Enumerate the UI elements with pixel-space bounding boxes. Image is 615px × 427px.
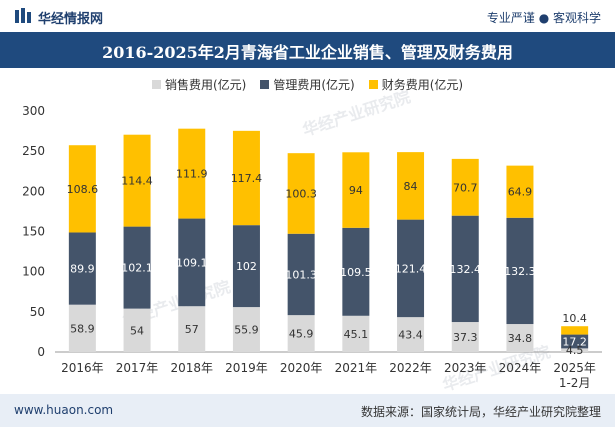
- legend-swatch-finance: [368, 80, 378, 89]
- label-management: 102.1: [121, 262, 153, 275]
- x-tick-label: 2016年: [61, 361, 104, 375]
- bar-finance: [68, 145, 96, 233]
- bar-management: [397, 219, 425, 318]
- label-sales: 4.5: [566, 344, 584, 357]
- bar-finance: [123, 134, 151, 227]
- y-tick-label: 0: [37, 345, 45, 359]
- legend-item-finance: 财务费用(亿元): [368, 76, 464, 93]
- y-tick-label: 100: [22, 265, 45, 279]
- x-tick-label: 2023年: [444, 361, 487, 375]
- label-sales: 45.1: [344, 328, 369, 341]
- legend-label-finance: 财务费用(亿元): [381, 78, 464, 92]
- bar-finance: [342, 152, 370, 228]
- legend-swatch-management: [260, 80, 270, 89]
- x-tick-label: 1-2月: [559, 376, 591, 390]
- bar-management: [287, 233, 315, 316]
- x-tick-label: 2019年: [225, 361, 268, 375]
- bar-management: [506, 217, 534, 325]
- label-sales: 55.9: [234, 324, 259, 337]
- label-management: 132.4: [450, 263, 482, 276]
- x-tick-label: 2021年: [335, 361, 378, 375]
- label-management: 132.3: [504, 265, 536, 278]
- bar-management: [561, 334, 589, 349]
- label-management: 109.1: [176, 256, 208, 269]
- brand-name: 华经情报网: [38, 12, 104, 27]
- bar-sales: [123, 308, 151, 352]
- x-tick-label: 2020年: [280, 361, 323, 375]
- legend-item-sales: 销售费用(亿元): [151, 76, 247, 93]
- slogan: 专业严谨 ● 客观科学: [486, 11, 601, 25]
- bar-finance: [506, 165, 534, 218]
- bar-management: [123, 226, 151, 309]
- label-management: 109.5: [340, 266, 372, 279]
- x-tick-label: 2022年: [389, 361, 432, 375]
- label-sales: 57: [185, 323, 199, 336]
- stacked-bar-chart: 0 50 100 150 200 250 300 58.9 89.9 108.6 2016年 54 10…: [22, 104, 602, 390]
- label-sales: 54: [130, 324, 144, 337]
- bar-management: [68, 232, 96, 305]
- bar-sales: [506, 324, 534, 352]
- bar-sales: [451, 322, 479, 352]
- bar-sales: [342, 315, 370, 352]
- label-finance: 117.4: [231, 172, 263, 185]
- footer-bar: www.huaon.com 数据来源：国家统计局，华经产业研究院整理: [0, 394, 615, 427]
- y-tick-label: 300: [22, 104, 45, 118]
- label-sales: 37.3: [453, 331, 478, 344]
- bar-management: [451, 215, 479, 323]
- label-sales: 45.9: [289, 328, 314, 341]
- label-finance: 10.4: [562, 312, 587, 325]
- label-management: 101.3: [285, 268, 317, 281]
- label-sales: 43.4: [398, 329, 423, 342]
- bar-sales: [561, 348, 589, 352]
- bar-sales: [287, 315, 315, 352]
- label-finance: 70.7: [453, 181, 478, 194]
- label-management: 102: [236, 260, 257, 273]
- bar-finance: [178, 128, 206, 219]
- bar-finance: [232, 130, 260, 226]
- bar-sales: [178, 306, 206, 352]
- label-sales: 58.9: [70, 322, 95, 335]
- y-tick-label: 150: [22, 225, 45, 239]
- x-tick-label: 2018年: [170, 361, 213, 375]
- x-tick-label: 2025年: [553, 361, 596, 375]
- label-finance: 84: [404, 180, 418, 193]
- x-tick-label: 2024年: [499, 361, 542, 375]
- top-bar: 华经情报网 专业严谨 ● 客观科学: [0, 0, 615, 32]
- chart-legend: 销售费用(亿元) 管理费用(亿元) 财务费用(亿元): [0, 76, 615, 93]
- label-management: 89.9: [70, 263, 95, 276]
- label-sales: 34.8: [508, 332, 533, 345]
- legend-label-management: 管理费用(亿元): [273, 78, 355, 92]
- chart-title: 2016-2025年2月青海省工业企业销售、管理及财务费用: [102, 43, 513, 62]
- data-source: 数据来源：国家统计局，华经产业研究院整理: [360, 405, 601, 419]
- y-tick-label: 200: [22, 184, 45, 198]
- bar-finance: [561, 326, 589, 335]
- x-tick-label: 2017年: [116, 361, 159, 375]
- legend-label-sales: 销售费用(亿元): [164, 78, 247, 92]
- y-tick-label: 50: [30, 305, 45, 319]
- label-finance: 111.9: [176, 168, 208, 181]
- legend-item-management: 管理费用(亿元): [260, 76, 355, 93]
- label-finance: 114.4: [121, 175, 153, 188]
- label-management: 17.2: [562, 335, 587, 348]
- bar-management: [342, 227, 370, 316]
- website-link[interactable]: www.huaon.com: [14, 403, 114, 417]
- label-finance: 108.6: [67, 183, 99, 196]
- bar-finance: [397, 152, 425, 220]
- label-finance: 94: [349, 184, 363, 197]
- bar-finance: [451, 158, 479, 216]
- title-bar: 2016-2025年2月青海省工业企业销售、管理及财务费用: [0, 32, 615, 68]
- label-management: 121.4: [395, 262, 427, 275]
- y-tick-label: 250: [22, 144, 45, 158]
- label-finance: 64.9: [508, 186, 533, 199]
- label-finance: 100.3: [285, 187, 317, 200]
- bar-management: [232, 225, 260, 308]
- bar-sales: [68, 304, 96, 352]
- legend-swatch-sales: [151, 80, 161, 89]
- bar-sales: [397, 317, 425, 352]
- logo-icon: [15, 8, 31, 23]
- bar-finance: [287, 153, 315, 234]
- bar-management: [178, 218, 206, 307]
- bar-sales: [232, 307, 260, 352]
